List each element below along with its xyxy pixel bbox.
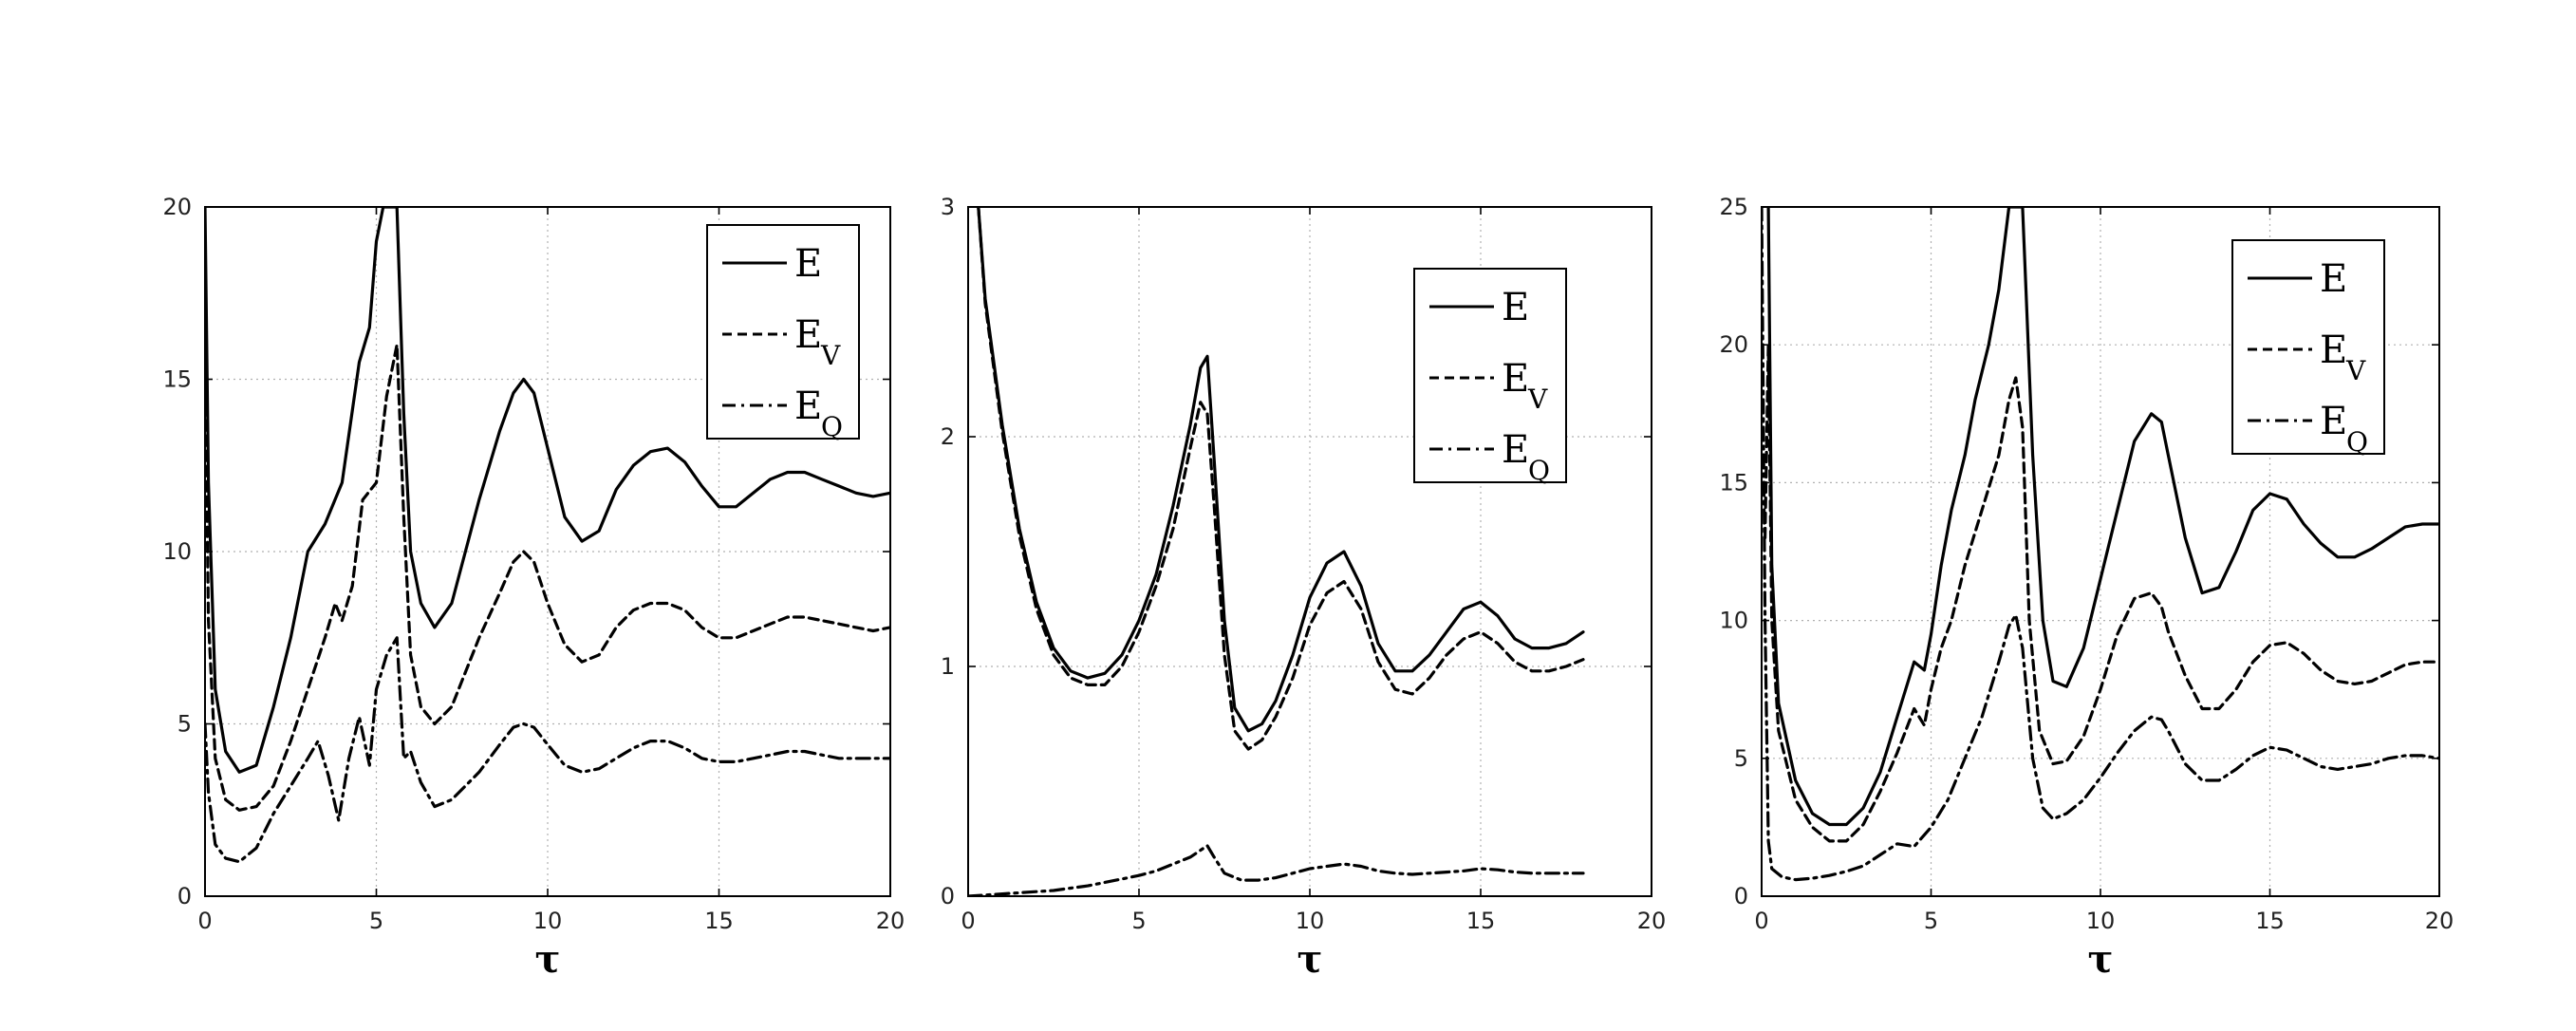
y-tick-label: 5 [177,711,192,738]
series-line-e-q [968,844,1585,896]
legend-label-subscript: V [820,340,841,371]
legend-label: E [2320,328,2347,372]
legend-label-subscript: V [1527,384,1548,415]
plot-frame [204,206,891,897]
y-tick-label: 0 [1734,883,1748,909]
legend-label-subscript: Q [821,411,843,442]
legend-label-subscript: Q [1528,455,1550,486]
y-tick-label: 25 [1719,194,1748,220]
x-tick-label: 10 [1296,908,1325,934]
legend-box [706,224,860,440]
x-axis-title: τ [1297,937,1323,982]
series-line-e-q [1762,207,2439,882]
y-tick-label: 5 [1734,745,1748,772]
x-tick-label: 15 [2255,908,2285,934]
x-tick-label: 10 [533,908,563,934]
x-tick-label: 10 [2086,908,2116,934]
x-tick-label: 5 [1131,908,1146,934]
y-tick-label: 15 [1719,469,1748,496]
x-tick-label: 0 [197,908,212,934]
legend-label: E [2320,257,2347,301]
series-line-e-q [205,636,890,864]
x-tick-label: 0 [1754,908,1768,934]
y-tick-label: 10 [1719,608,1748,634]
legend-label: E [1502,286,1529,329]
legend-box [2231,239,2385,455]
legend-label: E [794,242,822,286]
x-tick-label: 15 [704,908,734,934]
x-tick-label: 20 [1637,908,1667,934]
series-line-e-v [977,207,1585,751]
legend-box [1413,268,1567,483]
legend-label: E [794,384,822,428]
x-tick-label: 0 [961,908,975,934]
x-tick-label: 15 [1466,908,1496,934]
y-tick-label: 1 [941,653,955,680]
x-tick-label: 5 [1924,908,1938,934]
x-axis-title: τ [2088,937,2114,982]
y-tick-label: 2 [941,423,955,450]
x-tick-label: 20 [876,908,905,934]
series-line-e [1766,207,2439,827]
x-tick-label: 20 [2425,908,2455,934]
y-tick-label: 20 [162,194,192,220]
y-tick-label: 3 [941,194,955,220]
x-axis-title: τ [535,937,561,982]
legend-label: E [794,313,822,357]
series-line-e-v [1763,343,2439,843]
y-tick-label: 0 [941,883,955,909]
y-tick-label: 15 [162,366,192,393]
legend-label-subscript: V [2345,355,2366,386]
y-tick-label: 20 [1719,331,1748,358]
plot-frame [967,206,1652,897]
legend-label: E [1502,357,1529,401]
x-tick-label: 5 [369,908,383,934]
y-tick-label: 0 [177,883,192,909]
series-line-e-v [205,343,890,812]
plot-frame [1761,206,2440,897]
y-tick-label: 10 [162,538,192,565]
series-line-e [977,207,1585,733]
legend-label-subscript: Q [2346,426,2368,458]
legend-label: E [1502,428,1529,472]
legend-label: E [2320,400,2347,443]
series-line-e [205,207,890,774]
